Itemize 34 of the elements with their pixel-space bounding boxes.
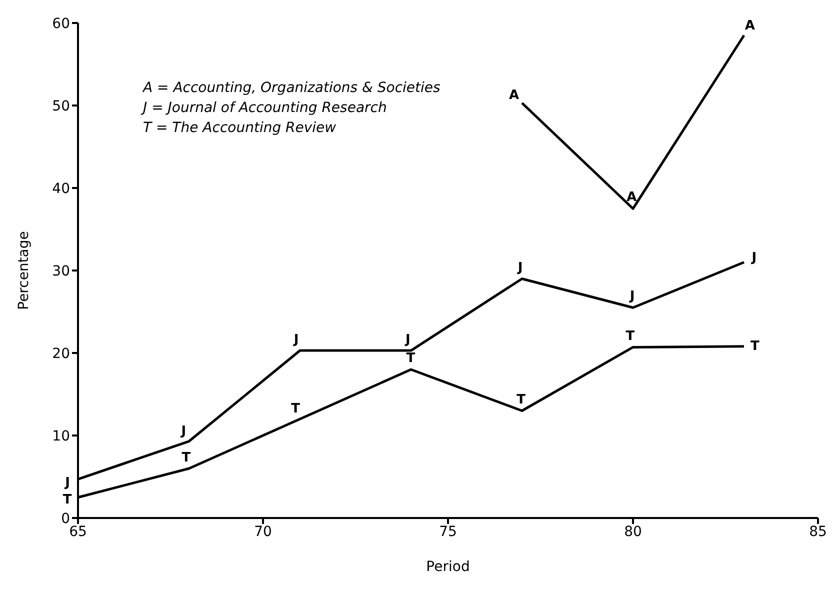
y-axis-title: Percentage [16, 231, 32, 310]
text: T [406, 351, 416, 366]
text: T [291, 401, 300, 416]
text: T [182, 450, 191, 466]
annotation: A = Accounting, Organizations & Societies [143, 79, 440, 98]
text: J [65, 475, 70, 490]
text: T [626, 329, 635, 344]
x-tick-label: 65 [69, 524, 87, 540]
text: J [405, 332, 410, 348]
y-tick-label: 50 [52, 98, 70, 114]
text: J [294, 332, 299, 348]
annotation: J = Journal of Accounting Research [143, 99, 388, 118]
text: J [181, 424, 186, 440]
series-label: A [626, 190, 637, 206]
text: T [750, 338, 760, 354]
text: J [752, 250, 757, 266]
x-tick-label: 75 [439, 524, 457, 540]
y-tick-label: 0 [61, 510, 70, 527]
text: J [518, 260, 523, 276]
series-label: T [516, 392, 526, 408]
text: A [744, 18, 755, 34]
y-tick-label: 40 [52, 180, 70, 197]
x-axis-title: Period [426, 559, 470, 575]
y-tick-label: 10 [52, 428, 70, 444]
x-tick-label: 85 [809, 524, 827, 540]
series-label: J [628, 289, 635, 304]
text: A [509, 88, 520, 103]
x-tick-label: 80 [624, 524, 642, 540]
y-tick-label: 60 [52, 16, 70, 32]
x-tick-label: 70 [254, 524, 272, 540]
annotation: T = The Accounting Review [143, 119, 338, 138]
text: T [62, 492, 72, 508]
y-tick-label: 20 [52, 346, 70, 362]
y-tick-label: 30 [52, 263, 70, 280]
